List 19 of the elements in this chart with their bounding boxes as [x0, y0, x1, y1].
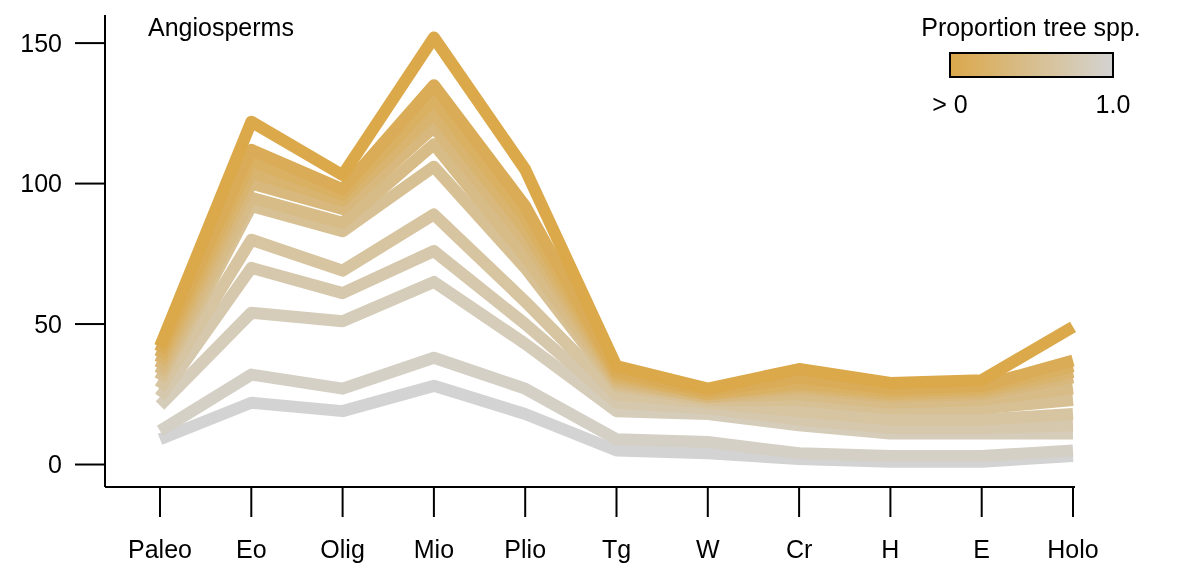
y-tick-label: 100 — [20, 169, 62, 198]
y-tick-label: 150 — [20, 28, 62, 57]
text: 1.0 — [1095, 90, 1131, 118]
x-tick-label: Plio — [504, 535, 547, 563]
chart-title: Angiosperms — [148, 13, 294, 41]
x-tick-label: Olig — [320, 535, 365, 563]
x-tick-label: W — [696, 535, 720, 563]
x-tick-label: E — [973, 535, 991, 563]
x-tick-label: Holo — [1047, 535, 1099, 563]
x-tick-label: Tg — [601, 535, 632, 563]
x-tick-label: H — [881, 535, 900, 563]
x-tick-label: Eo — [236, 535, 267, 563]
x-tick-label: Mio — [413, 535, 455, 563]
x-tick-label: Cr — [785, 535, 813, 563]
y-tick-label: 0 — [48, 450, 62, 479]
legend-title: Proportion tree spp. — [921, 13, 1141, 41]
y-tick-label: 50 — [34, 309, 62, 338]
x-tick-label: Paleo — [128, 535, 192, 563]
annotation: > 0 — [932, 90, 968, 118]
